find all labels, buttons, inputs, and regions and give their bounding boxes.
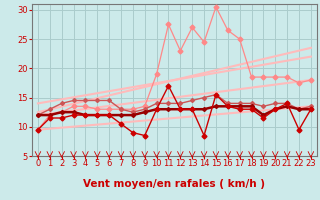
X-axis label: Vent moyen/en rafales ( km/h ): Vent moyen/en rafales ( km/h ) bbox=[84, 179, 265, 189]
